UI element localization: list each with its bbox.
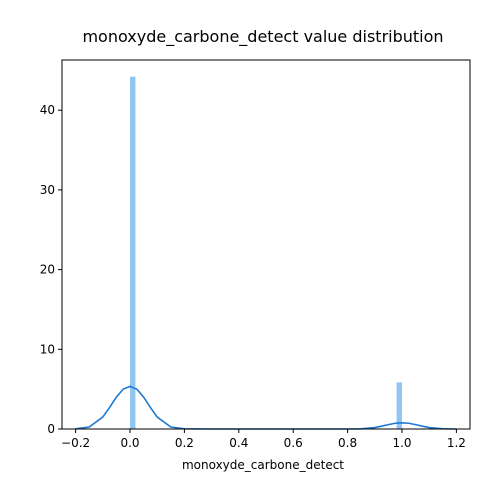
chart-title: monoxyde_carbone_detect value distributi… — [82, 27, 443, 47]
x-tick-label-6: 1.0 — [392, 436, 411, 450]
x-tick-label-2: 0.2 — [175, 436, 194, 450]
x-tick-label-1: 0.0 — [120, 436, 139, 450]
y-tick-label-2: 20 — [40, 263, 55, 277]
x-tick-label-3: 0.4 — [229, 436, 248, 450]
x-tick-label-0: −0.2 — [61, 436, 90, 450]
y-tick-label-0: 0 — [47, 422, 55, 436]
y-tick-label-3: 30 — [40, 183, 55, 197]
y-tick-label-1: 10 — [40, 342, 55, 356]
x-tick-label-5: 0.8 — [338, 436, 357, 450]
x-tick-label-4: 0.6 — [284, 436, 303, 450]
x-tick-label-7: 1.2 — [447, 436, 466, 450]
y-tick-label-4: 40 — [40, 103, 55, 117]
histogram-bar-0 — [130, 76, 136, 429]
plot-area: −0.2 0.0 0.2 0.4 0.6 0.8 1.0 1.2 0 10 20 30 40 — [40, 59, 471, 450]
plot-frame — [61, 59, 471, 430]
x-axis-label: monoxyde_carbone_detect — [182, 458, 344, 472]
histogram-bar-1 — [396, 382, 402, 429]
